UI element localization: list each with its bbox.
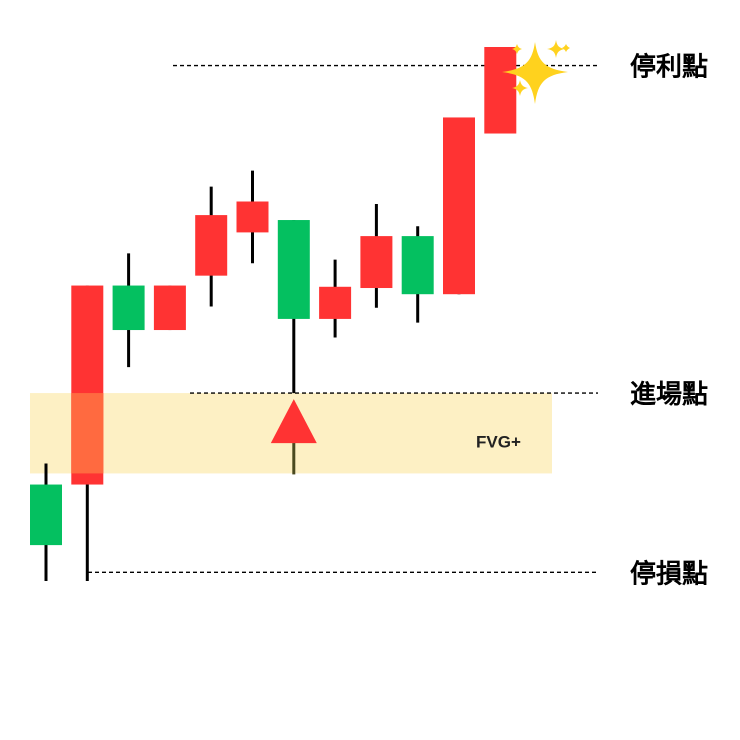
candle-body <box>484 47 517 134</box>
candle-body <box>401 236 434 295</box>
entry-arrow-marker <box>270 399 317 475</box>
fvg-overlap-highlight <box>71 393 104 474</box>
candle-body <box>236 201 269 233</box>
candle-body <box>360 236 393 289</box>
candles-group <box>30 47 517 581</box>
fvg-zone-label: FVG+ <box>476 432 521 451</box>
entry-label: 進場點 <box>630 380 708 410</box>
candle-body <box>195 215 228 276</box>
candle-body <box>153 285 186 331</box>
sparkle-icon <box>502 40 570 104</box>
candle-body <box>277 220 310 319</box>
candle-body <box>319 286 352 319</box>
entry-arrow-icon <box>270 399 317 444</box>
candle-body <box>112 285 145 331</box>
candle-body <box>443 117 475 295</box>
take-profit-label: 停利點 <box>630 52 708 83</box>
stop-loss-label: 停損點 <box>630 558 708 589</box>
candle-body <box>30 484 62 546</box>
